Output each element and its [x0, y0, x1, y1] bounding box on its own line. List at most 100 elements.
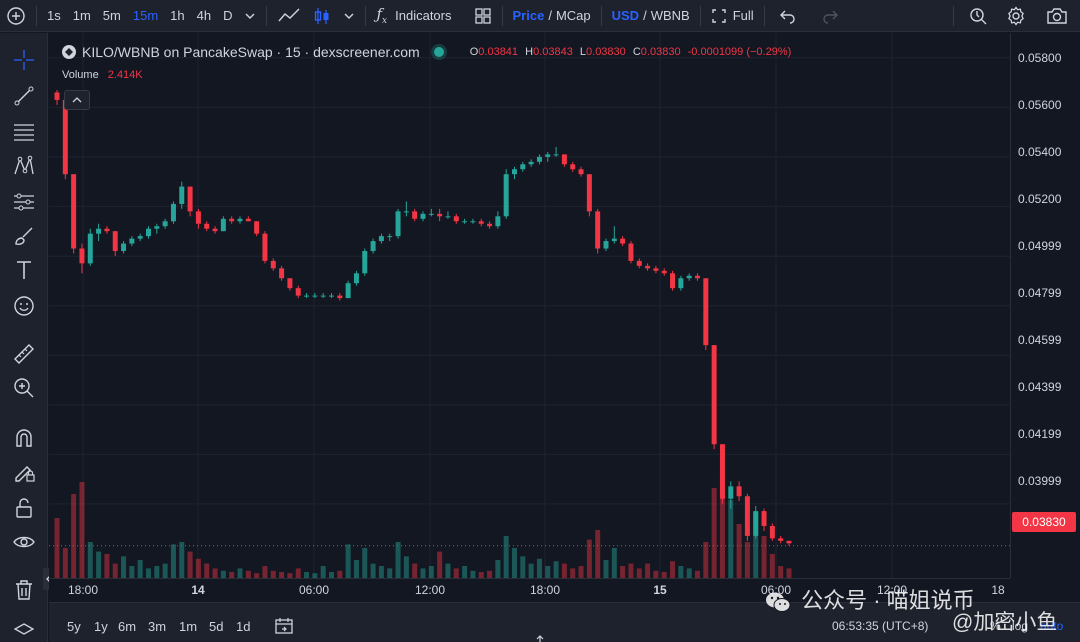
candle-body — [753, 511, 759, 536]
range-1y-button[interactable]: 1y — [94, 619, 108, 634]
volume-bar — [146, 568, 151, 578]
quick-search-icon[interactable] — [958, 0, 998, 32]
settings-gear-icon[interactable] — [998, 0, 1034, 32]
time-tick-label: 18:00 — [67, 583, 99, 597]
interval-d-button[interactable]: D — [223, 8, 233, 23]
magnet-icon[interactable] — [8, 423, 40, 453]
volume-bar — [570, 568, 576, 578]
fx-icon: ƒx — [376, 5, 388, 26]
trash-icon[interactable] — [8, 575, 40, 605]
pattern-tool-icon[interactable] — [8, 151, 40, 181]
volume-bar — [353, 560, 359, 578]
volume-bar — [553, 561, 559, 578]
volume-bar — [245, 570, 251, 578]
price-option[interactable]: Price — [512, 8, 545, 23]
price-tick-label: 0.04399 — [1018, 380, 1062, 394]
chart-type-chevron-down-icon[interactable] — [337, 0, 361, 32]
price-tick-label: 0.04199 — [1018, 427, 1062, 441]
auto-scale-toggle[interactable]: auto — [1040, 619, 1064, 633]
range-5d-button[interactable]: 5d — [209, 619, 224, 634]
chart-pane[interactable] — [49, 33, 1010, 578]
candle-chart-type-icon[interactable] — [307, 0, 337, 32]
zoom-in-icon[interactable] — [8, 373, 40, 403]
unlock-icon[interactable] — [8, 493, 40, 523]
fullscreen-icon — [712, 8, 726, 23]
date-range-calendar-icon[interactable] — [274, 616, 294, 641]
collapse-legend-button[interactable] — [64, 90, 90, 110]
log-scale-toggle[interactable]: log — [1012, 619, 1029, 633]
time-axis[interactable] — [49, 578, 1010, 602]
volume-bar — [769, 554, 775, 578]
candle-body — [237, 218, 243, 222]
range-6m-button[interactable]: 6m — [118, 619, 137, 634]
line-chart-type-icon[interactable] — [271, 0, 307, 32]
watermark-handle: @加密小鱼 — [952, 611, 1058, 634]
measure-projection-icon[interactable] — [8, 187, 40, 217]
candle-body — [703, 278, 709, 346]
candle-body — [520, 164, 526, 170]
object-tree-icon[interactable] — [8, 618, 40, 642]
interval-4h-button[interactable]: 4h — [196, 8, 212, 23]
volume-bar — [711, 488, 717, 578]
add-symbol-icon[interactable] — [0, 0, 32, 32]
time-tick-label: 18 — [991, 583, 1005, 597]
interval-15m-button[interactable]: 15m — [132, 8, 159, 23]
usd-option[interactable]: USD — [611, 8, 640, 23]
toolbar-divider — [953, 6, 954, 26]
volume-bar — [561, 563, 567, 578]
price-axis[interactable] — [1010, 33, 1080, 578]
redo-icon[interactable] — [815, 0, 845, 32]
ruler-icon[interactable] — [8, 339, 40, 369]
trend-line-icon[interactable] — [8, 81, 40, 111]
fullscreen-button[interactable]: Full — [705, 0, 760, 32]
timezone-clock[interactable]: 06:53:35 (UTC+8) — [832, 619, 929, 633]
volume-bar — [121, 556, 127, 578]
candlestick-chart[interactable] — [49, 33, 1010, 578]
candle-body — [678, 278, 684, 289]
candle-body — [437, 213, 443, 217]
undo-icon[interactable] — [773, 0, 803, 32]
volume-bar — [778, 566, 784, 578]
interval-1m-button[interactable]: 1m — [72, 8, 91, 23]
candle-body — [320, 295, 326, 297]
lock-drawings-icon[interactable] — [8, 457, 40, 487]
range-3m-button[interactable]: 3m — [148, 619, 167, 634]
volume-bar — [154, 566, 160, 578]
range-1d-button[interactable]: 1d — [236, 619, 251, 634]
volume-bar — [686, 568, 692, 578]
time-tick-label: 12:00 — [414, 583, 446, 597]
crosshair-icon[interactable] — [8, 45, 40, 75]
volume-bar — [270, 570, 276, 578]
candle-body — [420, 213, 426, 219]
wbnb-option[interactable]: WBNB — [650, 8, 690, 23]
emoji-icon[interactable] — [8, 291, 40, 321]
percent-scale-toggle[interactable]: % — [990, 619, 1001, 633]
interval-5m-button[interactable]: 5m — [102, 8, 121, 23]
mcap-option[interactable]: MCap — [555, 8, 591, 23]
volume-bar — [96, 551, 102, 578]
volume-bar — [528, 563, 534, 578]
price-tick-label: 0.03999 — [1018, 474, 1062, 488]
candle-body — [212, 228, 218, 232]
range-5y-button[interactable]: 5y — [67, 619, 81, 634]
candle-body — [195, 211, 201, 224]
layout-grid-icon[interactable] — [468, 0, 498, 32]
text-tool-icon[interactable] — [8, 255, 40, 285]
range-1m-button[interactable]: 1m — [179, 619, 198, 634]
brush-icon[interactable] — [8, 221, 40, 251]
price-mcap-toggle[interactable]: Price / MCap — [507, 0, 597, 32]
candle-body — [62, 99, 68, 175]
time-tick-label: 06:00 — [760, 583, 792, 597]
interval-1s-button[interactable]: 1s — [47, 8, 61, 23]
interval-1h-button[interactable]: 1h — [170, 8, 185, 23]
volume-bar — [495, 560, 501, 578]
candle-body — [229, 218, 235, 222]
horizontal-lines-icon[interactable] — [8, 117, 40, 147]
currency-toggle[interactable]: USD / WBNB — [606, 0, 696, 32]
eye-visibility-icon[interactable] — [8, 527, 40, 557]
indicators-button[interactable]: ƒx Indicators — [370, 0, 457, 32]
camera-snapshot-icon[interactable] — [1034, 0, 1080, 32]
candle-body — [204, 223, 210, 229]
symbol-title[interactable]: KILO/WBNB on PancakeSwap · 15 · dexscree… — [82, 44, 420, 60]
interval-dropdown-chevron-down-icon[interactable] — [238, 0, 262, 32]
